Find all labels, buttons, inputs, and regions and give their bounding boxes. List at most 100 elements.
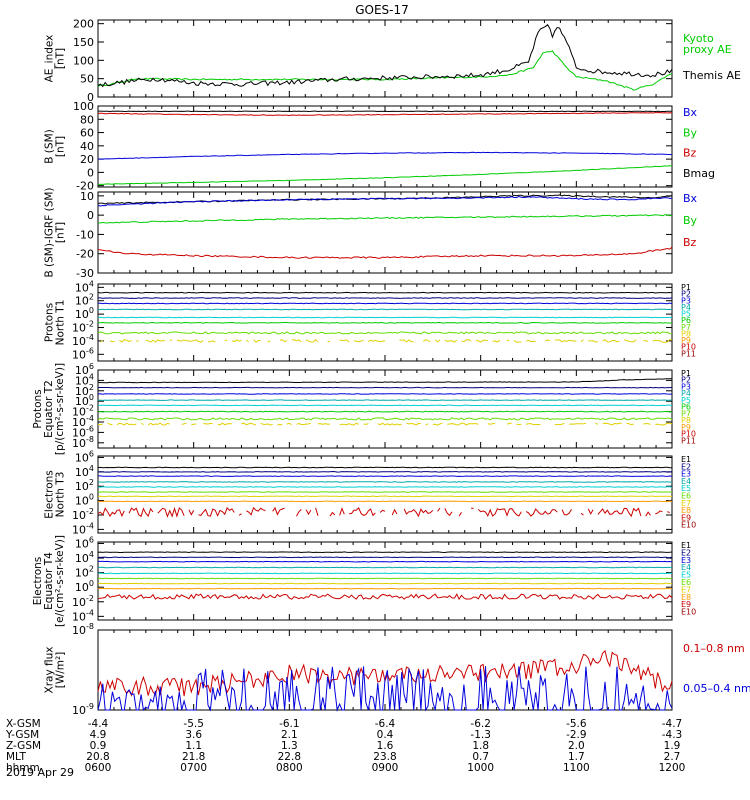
series-P8 — [100, 339, 673, 343]
x-row-value: 22.8 — [278, 751, 301, 763]
x-row-value: 21.8 — [182, 751, 205, 763]
y-tick-label: 10 — [80, 190, 94, 203]
legend-entry: P5 — [681, 310, 691, 319]
legend-entry: E3 — [681, 470, 691, 479]
legend-entry: Themis AE — [682, 69, 741, 82]
legend-entry: 0.05–0.4 nm — [683, 682, 750, 695]
series-E7 — [97, 495, 672, 498]
legend-entry: E7 — [681, 499, 691, 508]
y-tick-label: 102 — [75, 565, 94, 580]
legend-entry: E5 — [681, 484, 691, 493]
legend-entry: By — [683, 126, 698, 139]
legend-entry: E8 — [681, 593, 691, 602]
y-tick-label: 100 — [75, 493, 94, 508]
legend-entry: P6 — [681, 316, 691, 325]
x-row-value: -4.3 — [662, 729, 683, 741]
y-axis-label: Equator T4 — [43, 552, 55, 610]
legend-entry: P4 — [681, 389, 691, 398]
panel-frame — [97, 541, 673, 621]
legend-entry: E9 — [681, 600, 691, 609]
legend-entry: E9 — [681, 513, 691, 522]
series-P3 — [97, 302, 673, 305]
x-row-label: X-GSM — [6, 718, 41, 730]
series-P2 — [98, 297, 673, 299]
x-row-value: 0800 — [276, 762, 303, 774]
x-row-value: -2.9 — [566, 729, 587, 741]
x-row-label: Y-GSM — [5, 729, 39, 741]
legend-entry: Bx — [683, 192, 698, 205]
legend-entry: P4 — [681, 303, 691, 312]
series-E6 — [97, 577, 673, 580]
series-P8 — [97, 422, 673, 426]
legend-entry: E2 — [681, 462, 691, 471]
y-tick-label: 104 — [75, 550, 94, 565]
x-row-value: 1.3 — [281, 740, 298, 752]
legend-entry: E6 — [681, 578, 691, 587]
series-P1 — [97, 291, 673, 294]
x-row-label: MLT — [6, 751, 26, 763]
series-E2 — [97, 470, 673, 473]
series-Bz — [97, 111, 673, 117]
series-E3 — [98, 475, 673, 477]
legend-entry: P9 — [681, 423, 691, 432]
panel-frame — [97, 19, 673, 98]
y-axis-label: B (SM) — [44, 129, 56, 163]
y-axis-label: [nT] — [55, 48, 67, 69]
legend-entry: E10 — [681, 521, 696, 530]
y-tick-label: 10-8 — [72, 622, 94, 637]
legend-entry: P11 — [681, 436, 696, 445]
y-tick-label: 10-6 — [72, 346, 94, 361]
series-P7 — [97, 331, 673, 335]
series-P2 — [98, 386, 673, 389]
y-axis-label: Protons — [44, 303, 56, 342]
x-row-value: -5.5 — [183, 718, 204, 730]
legend-entry: E7 — [681, 585, 691, 594]
legend-entry: P1 — [681, 369, 691, 378]
legend-entry: P2 — [681, 376, 691, 385]
series-P1 — [97, 378, 672, 384]
x-row-value: 2.0 — [568, 740, 585, 752]
series-E8 — [97, 587, 673, 590]
legend-entry: E4 — [681, 563, 691, 572]
panel-xray: 10-9 10-8 Xray flux [W/m²] 0.1–0.8 nm 0.05–0.… — [44, 622, 750, 717]
x-row-value: 0.7 — [472, 751, 489, 763]
x-row-value: 1.6 — [377, 740, 394, 752]
legend-entry: Bmag — [683, 167, 715, 180]
series-E1 — [97, 551, 673, 554]
series-P5 — [97, 316, 673, 319]
series-Bx — [97, 195, 673, 207]
y-tick-label: 106 — [75, 535, 94, 550]
y-axis-label: [e/(cm²-s-sr-keV)] — [54, 535, 66, 627]
y-tick-label: 0 — [87, 166, 94, 179]
y-axis-label: AE_index — [44, 35, 56, 83]
x-axis-table: X-GSM -4.4 -5.5 -6.1 -6.4 -6.2 -5.6 -4.7 Y-GSM 4.… — [5, 718, 685, 774]
x-row-value: 1.8 — [472, 740, 489, 752]
series-E4 — [97, 481, 672, 483]
series-By — [97, 165, 673, 186]
y-tick-label: 100 — [73, 100, 94, 113]
x-row-value: 1.7 — [568, 751, 585, 763]
x-row-value: -6.2 — [470, 718, 491, 730]
legend-entry: P8 — [681, 416, 691, 425]
x-row-value: 0900 — [372, 762, 399, 774]
y-tick-label: 80 — [80, 113, 94, 126]
y-axis-label: [nT] — [55, 136, 67, 157]
series-Bz — [97, 246, 673, 259]
series-E5 — [97, 486, 673, 488]
y-axis-label: [p/(cm²-s-sr-keV)] — [54, 363, 66, 455]
legend-entry: P3 — [681, 382, 691, 391]
y-tick-label: -30 — [76, 267, 94, 280]
y-tick-label: 0 — [87, 209, 94, 222]
x-row-value: 20.8 — [86, 751, 109, 763]
legend-entry: E5 — [681, 571, 691, 580]
y-axis-label: Electrons — [32, 557, 44, 606]
legend-entry: E3 — [681, 556, 691, 565]
y-tick-label: 100 — [75, 579, 94, 594]
series-E4 — [97, 566, 673, 569]
series-P4 — [97, 308, 673, 311]
